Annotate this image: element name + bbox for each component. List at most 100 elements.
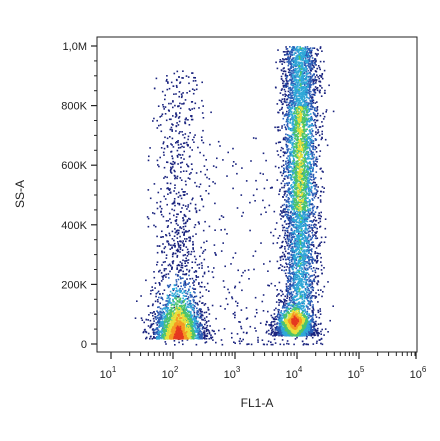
data-point [310, 77, 313, 79]
data-point [305, 220, 308, 223]
data-point [168, 285, 171, 287]
data-point [189, 237, 192, 240]
data-point [191, 198, 193, 201]
data-point [288, 134, 291, 137]
data-point [296, 224, 299, 227]
data-point [304, 57, 307, 59]
data-point [201, 281, 203, 284]
data-point [291, 202, 293, 204]
data-point [311, 241, 313, 244]
data-point [288, 187, 290, 189]
data-point [308, 250, 310, 253]
data-point [308, 216, 311, 219]
data-point [199, 324, 202, 327]
data-point [199, 330, 201, 332]
data-point [292, 250, 295, 252]
data-point [282, 301, 285, 304]
data-point [177, 232, 180, 234]
data-point [314, 177, 317, 179]
data-point [186, 193, 188, 195]
data-point [309, 86, 312, 88]
data-point [305, 83, 307, 85]
data-point [152, 322, 155, 325]
data-point [310, 324, 312, 327]
data-point [310, 186, 313, 188]
data-point [159, 313, 162, 316]
data-point [187, 303, 189, 306]
data-point [220, 339, 223, 341]
data-point [319, 150, 322, 152]
data-point [286, 139, 289, 141]
data-point [216, 157, 218, 160]
data-point [151, 289, 154, 291]
data-point [168, 118, 171, 121]
data-point [177, 274, 180, 277]
data-point [310, 334, 313, 336]
data-point [279, 129, 281, 132]
data-point [285, 133, 287, 136]
data-point [294, 216, 297, 218]
data-point [145, 337, 147, 340]
data-point [286, 114, 288, 116]
data-point [315, 80, 317, 82]
data-point [307, 54, 310, 56]
data-point [284, 295, 286, 298]
data-point [286, 340, 289, 342]
data-point [316, 282, 318, 285]
data-point [311, 300, 313, 303]
data-point [305, 249, 308, 251]
data-point [295, 65, 297, 68]
data-point [315, 329, 317, 332]
data-point [187, 259, 190, 261]
data-point [156, 291, 159, 294]
data-point [167, 242, 170, 245]
data-point [310, 52, 312, 54]
data-point [155, 316, 157, 318]
data-point [285, 94, 287, 96]
data-point [311, 248, 313, 250]
data-point [178, 116, 181, 118]
data-point [292, 286, 295, 288]
data-point [202, 117, 205, 119]
data-point [166, 203, 168, 206]
data-point [289, 109, 292, 111]
data-point [283, 236, 285, 239]
data-point [305, 78, 307, 80]
data-point [285, 213, 288, 216]
data-point [230, 263, 232, 265]
data-point [300, 285, 303, 287]
data-point [161, 250, 163, 253]
data-point [307, 211, 310, 214]
data-point [290, 192, 292, 194]
data-point [292, 84, 294, 86]
data-point [165, 343, 167, 345]
data-point [303, 59, 306, 62]
data-point [313, 108, 316, 110]
data-point [319, 89, 321, 92]
data-point [180, 179, 183, 181]
data-point [302, 70, 304, 72]
data-point [316, 237, 319, 239]
data-point [301, 105, 304, 107]
data-point [326, 144, 329, 147]
data-point [278, 190, 281, 192]
data-point [186, 248, 189, 251]
data-point [201, 318, 203, 321]
data-point [208, 337, 210, 340]
data-point [288, 296, 291, 299]
data-point [303, 257, 305, 260]
data-point [212, 276, 215, 279]
data-point [294, 78, 296, 80]
data-point [183, 231, 186, 234]
data-point [306, 102, 309, 105]
data-point [288, 253, 290, 255]
data-point [192, 306, 194, 309]
data-point [190, 172, 192, 174]
data-point [314, 102, 317, 104]
data-point [316, 332, 319, 335]
data-point [298, 248, 300, 250]
data-point [281, 301, 284, 303]
data-point [301, 290, 303, 293]
data-point [308, 308, 311, 310]
data-point [293, 284, 296, 287]
